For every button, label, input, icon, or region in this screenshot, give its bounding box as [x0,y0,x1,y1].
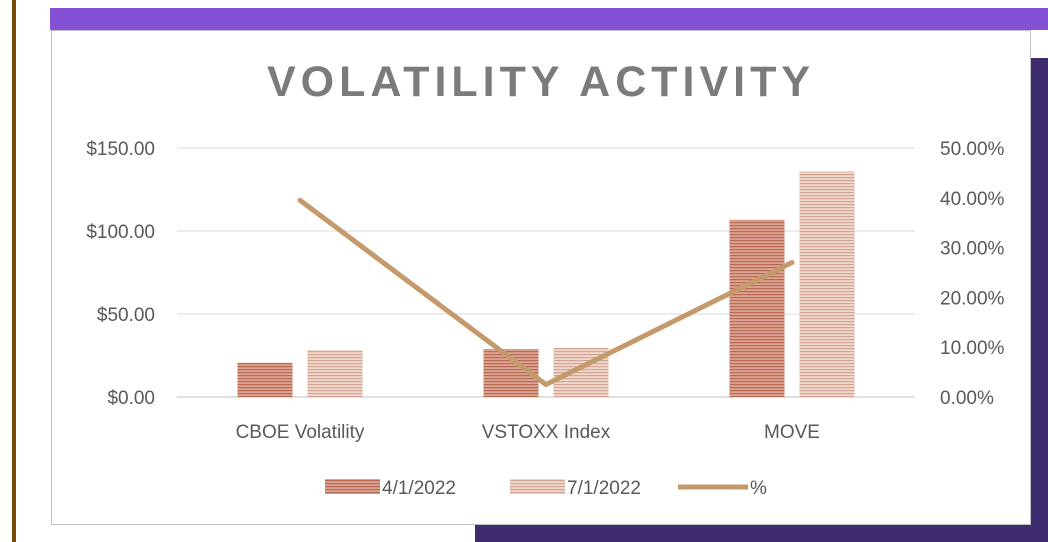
accent-bar [50,8,1048,30]
legend-swatch [510,479,565,494]
right-axis-tick-label: 30.00% [940,239,1005,260]
legend-label: 4/1/2022 [382,478,456,499]
right-axis-tick-label: 10.00% [940,338,1005,359]
legend-swatch [325,479,380,494]
chart-card [51,30,1031,525]
right-axis-tick-label: 40.00% [940,189,1005,210]
bar-4-1-2022 [729,219,785,397]
category-label: CBOE Volatility [236,422,365,443]
percent-line [298,198,794,388]
bar-7-1-2022 [799,171,855,397]
left-axis-tick-label: $50.00 [97,305,155,326]
category-label: MOVE [764,422,820,443]
left-axis-tick-label: $0.00 [107,388,155,409]
right-axis-tick-label: 20.00% [940,288,1005,309]
category-label: VSTOXX Index [482,422,611,443]
chart-title: VOLATILITY ACTIVITY [266,58,816,106]
bar-7-1-2022 [307,350,363,397]
legend-label: % [750,478,767,499]
left-border-rule [12,0,16,542]
legend-label: 7/1/2022 [567,478,641,499]
right-axis-tick-label: 0.00% [940,388,994,409]
left-axis-tick-label: $150.00 [86,139,155,160]
bar-4-1-2022 [237,362,293,397]
right-axis-tick-label: 50.00% [940,139,1005,160]
left-axis-tick-label: $100.00 [86,222,155,243]
percent-point [789,260,795,266]
percent-point [543,382,549,388]
percent-point [297,197,303,203]
